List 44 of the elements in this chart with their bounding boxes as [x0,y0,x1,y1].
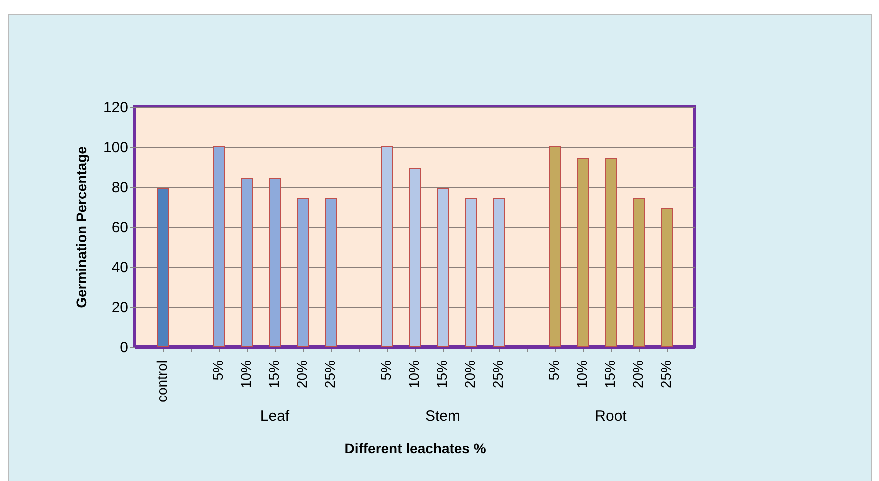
y-tick-label: 0 [120,340,128,356]
x-tick-label: 25% [490,360,506,389]
x-tick-label: 5% [210,360,226,381]
bar [493,198,505,348]
y-tick-label: 60 [112,220,128,236]
bar [325,198,337,348]
bar [437,188,449,348]
bar [661,208,673,348]
bar [381,146,393,348]
y-tick-label: 20 [112,300,128,316]
bar [269,178,281,348]
x-tick-label: 20% [462,360,478,389]
y-axis-title: Germination Percentage [73,146,90,308]
y-tick-label: 80 [112,180,128,196]
x-tick-label: 20% [630,360,646,389]
y-tick-label: 120 [103,100,128,116]
x-tick-label: 10% [238,360,254,389]
bar [577,158,589,348]
bar [241,178,253,348]
x-tick-label: 20% [294,360,310,389]
x-tick-label: control [154,360,170,403]
bar [297,198,309,348]
bar [605,158,617,348]
bar [549,146,561,348]
x-tick-label: 10% [406,360,422,389]
bar [409,168,421,348]
bar [213,146,225,348]
x-tick-label: 15% [266,360,282,389]
x-tick-label: 15% [434,360,450,389]
x-tick-label: 5% [546,360,562,381]
text: Leaf [260,408,290,425]
y-tick-label: 100 [103,140,128,156]
bar [157,188,169,348]
x-tick-label: 15% [602,360,618,389]
bar [633,198,645,348]
bar [465,198,477,348]
x-axis-title: Different leachates % [344,440,487,457]
text: Stem [425,408,461,425]
y-tick-label: 40 [112,260,128,276]
x-tick-label: 25% [322,360,338,389]
x-tick-label: 5% [378,360,394,381]
x-tick-label: 25% [658,360,674,389]
text: Root [595,408,628,425]
x-tick-label: 10% [574,360,590,389]
